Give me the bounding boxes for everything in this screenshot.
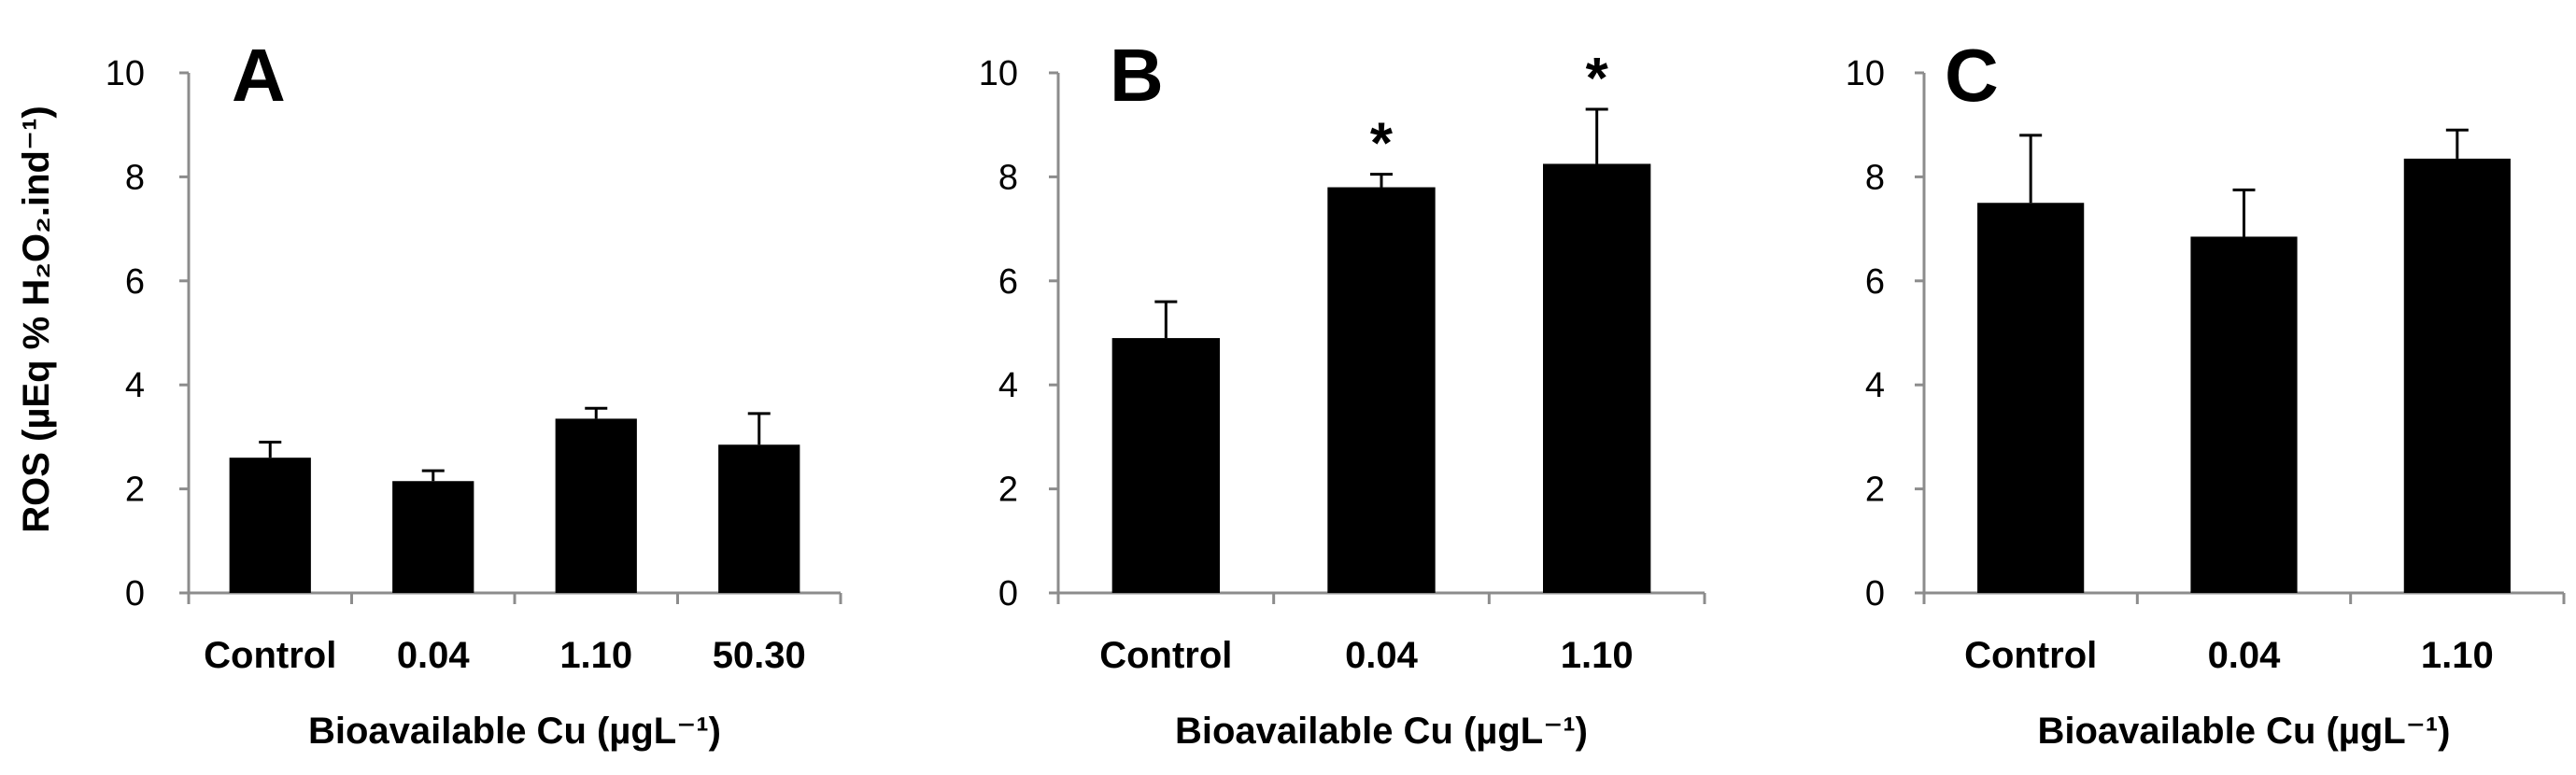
panel-letter: B — [1110, 34, 1164, 117]
x-axis-title: Bioavailable Cu (µgL⁻¹) — [1175, 711, 1588, 752]
y-tick-label: 6 — [125, 262, 145, 302]
category-label: Control — [1099, 635, 1232, 676]
panel-letter: A — [232, 34, 286, 117]
panel-b: 0 2 4 6 8 10 Control 0.04 * 1.10 * B Bioavailable Cu… — [979, 34, 1706, 752]
y-tick-label: 4 — [125, 366, 145, 405]
y-tick-label: 10 — [979, 54, 1018, 93]
category-label: 0.04 — [1345, 635, 1419, 676]
panel-a: 0 2 4 6 8 10 Control 0.04 1.10 50.30 A Bioavailable… — [106, 34, 842, 752]
bar — [1543, 163, 1651, 593]
bar — [555, 418, 637, 593]
y-tick-label: 0 — [998, 574, 1018, 613]
category-label: 1.10 — [1561, 635, 1634, 676]
category-label: 0.04 — [397, 635, 471, 676]
y-tick-label: 10 — [1846, 54, 1885, 93]
y-tick-label: 2 — [1865, 471, 1885, 510]
y-tick-label: 6 — [998, 262, 1018, 302]
category-label: Control — [204, 635, 336, 676]
y-tick-label: 8 — [998, 158, 1018, 197]
x-axis-title: Bioavailable Cu (µgL⁻¹) — [2038, 711, 2451, 752]
y-tick-label: 2 — [998, 471, 1018, 510]
category-label: 50.30 — [713, 635, 806, 676]
bar — [392, 481, 474, 593]
y-tick-label: 2 — [125, 471, 145, 510]
y-tick-label: 4 — [998, 366, 1018, 405]
y-tick-label: 0 — [1865, 574, 1885, 613]
category-label: 0.04 — [2208, 635, 2282, 676]
panel-letter: C — [1945, 34, 1999, 117]
bar — [718, 444, 800, 593]
category-label: 1.10 — [559, 635, 632, 676]
category-label: Control — [1964, 635, 2097, 676]
x-axis-title: Bioavailable Cu (µgL⁻¹) — [308, 711, 721, 752]
y-axis-title: ROS (µEq % H₂O₂.ind⁻¹) — [16, 106, 57, 532]
y-tick-label: 8 — [1865, 158, 1885, 197]
category-label: 1.10 — [2421, 635, 2494, 676]
bar — [1111, 338, 1220, 593]
significance-marker: * — [1370, 112, 1394, 176]
y-tick-label: 0 — [125, 574, 145, 613]
significance-marker: * — [1586, 47, 1609, 111]
y-tick-label: 4 — [1865, 366, 1885, 405]
y-tick-label: 8 — [125, 158, 145, 197]
bar — [2403, 158, 2511, 593]
bar — [2190, 236, 2298, 593]
y-tick-label: 6 — [1865, 262, 1885, 302]
bar — [229, 458, 311, 593]
bar — [1327, 187, 1436, 594]
y-tick-label: 10 — [106, 54, 145, 93]
bar — [1977, 203, 2085, 593]
panel-c: 0 2 4 6 8 10 Control 0.04 1.10 C Bioavailable Cu (… — [1846, 34, 2566, 752]
